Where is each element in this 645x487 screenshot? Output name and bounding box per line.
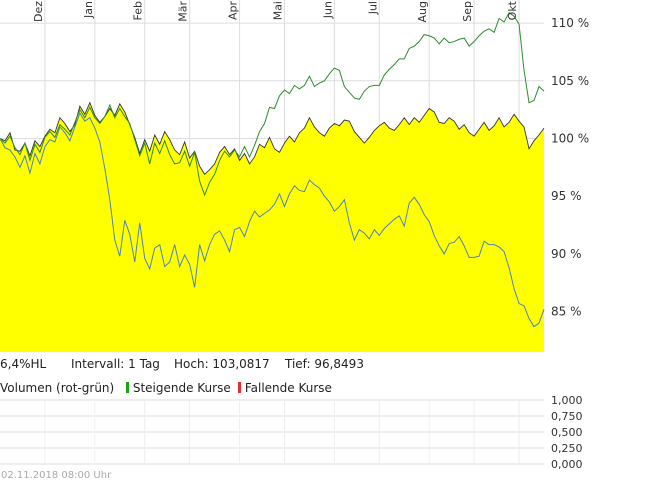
range-label: 6,4%HL [0,357,47,371]
rising-line-path [0,11,545,197]
vol-tick-4: 0,000 [551,458,583,471]
timestamp: 02.11.2018 08:00 Uhr [1,470,112,481]
month-label-9: Sep [461,1,474,22]
y-tick-1: 105 % [551,74,589,88]
y-tick-labels: 110 % 105 % 100 % 95 % 90 % 85 % [551,16,589,319]
rising-swatch [126,382,129,393]
interval-label: Intervall: 1 Tag [71,357,160,371]
legend-falling-label: Fallende Kurse [244,381,332,395]
month-label-3: Mär [177,1,190,22]
month-label-6: Jun [321,1,334,19]
month-label-4: Apr [227,1,240,21]
month-label-0: Dez [32,1,45,22]
low-label: Tief: 96,8493 [285,357,364,371]
month-label-5: Mai [272,1,285,20]
area-series [0,101,545,353]
vol-tick-2: 0,500 [551,426,583,439]
high-label: Hoch: 103,0817 [174,357,270,371]
y-tick-5: 85 % [551,305,582,319]
month-label-2: Feb [132,1,145,20]
month-label-7: Jul [366,1,379,15]
legend-rising-label: Steigende Kurse [132,381,231,395]
vol-tick-0: 1,000 [551,394,583,407]
month-label-10: Okt [506,0,519,20]
y-tick-4: 90 % [551,247,582,261]
volume-grid [0,399,544,465]
month-label-8: Aug [416,1,429,22]
falling-swatch [238,382,241,393]
volume-tick-labels: 1,000 0,750 0,500 0,250 0,000 [551,394,583,471]
y-tick-0: 110 % [551,16,589,30]
area-outline [0,101,545,175]
line-series [0,11,545,328]
vol-tick-3: 0,250 [551,442,583,455]
month-label-1: Jan [82,1,95,19]
area-fill [0,102,544,353]
info-row: 6,4%HL Intervall: 1 Tag Hoch: 103,0817 T… [0,354,545,374]
y-tick-2: 100 % [551,131,589,145]
vol-tick-1: 0,750 [551,410,583,423]
y-tick-3: 95 % [551,189,582,203]
legend-rising: Steigende Kurse [126,378,231,398]
blue-line-path [0,111,545,328]
legend-falling: Fallende Kurse [238,378,332,398]
month-tick-labels: Dez Jan Feb Mär Apr Mai Jun Jul Aug Sep Okt [32,0,519,22]
volume-label: Volumen (rot-grün) [0,381,115,395]
